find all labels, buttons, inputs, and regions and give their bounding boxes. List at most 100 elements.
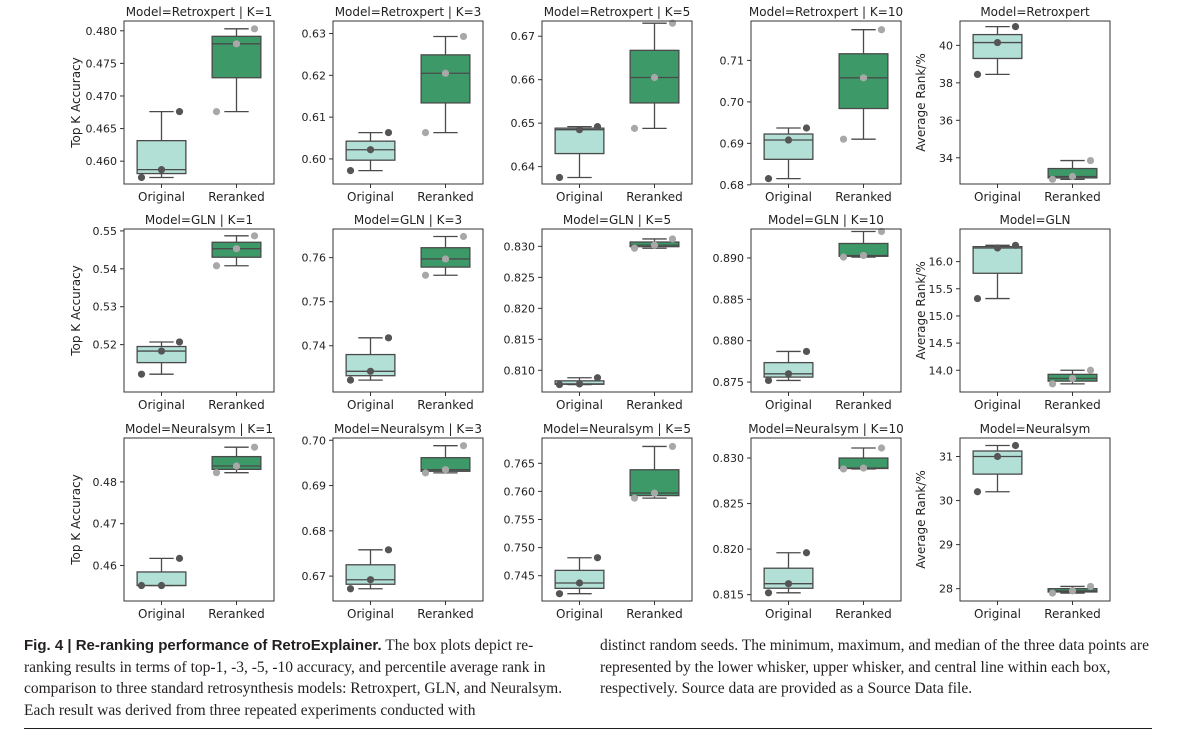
x-tick-label: Original [138, 607, 185, 621]
box-reranked [211, 443, 262, 477]
subplot-1: Model=Retroxpert | K=1 Top K Accuracy0.46… [69, 5, 275, 204]
x-tick-label: Original [138, 398, 185, 412]
data-point [232, 462, 241, 470]
x-tick-label: Original [974, 190, 1021, 204]
subplot-title: Model=GLN | K=3 [354, 213, 462, 227]
y-tick-label: 0.47 [93, 518, 118, 531]
data-point [1011, 441, 1020, 450]
data-point [802, 347, 811, 356]
x-tick-label: Original [765, 398, 812, 412]
subplot-title: Model=GLN | K=5 [563, 213, 671, 227]
box-original [136, 338, 187, 378]
data-point [421, 469, 430, 477]
y-tick-label: 0.885 [713, 293, 745, 306]
x-tick-label: Reranked [626, 398, 683, 412]
data-point [575, 126, 584, 134]
y-tick-label: 0.61 [302, 111, 327, 124]
y-tick-label: 0.815 [504, 333, 536, 346]
y-tick-label: 31 [939, 451, 953, 464]
y-tick-label: 0.465 [86, 123, 118, 136]
x-tick-label: Reranked [1044, 607, 1101, 621]
subplot-title: Model=Retroxpert | K=3 [335, 5, 482, 19]
subplot-7: Model=GLN | K=3 0.74 0.75 0.76 Original Reran… [302, 213, 484, 412]
box-body [972, 246, 1023, 274]
y-tick-label: 0.68 [720, 179, 745, 192]
box-original [345, 128, 396, 175]
data-point [877, 26, 886, 34]
y-tick-label: 0.470 [86, 90, 118, 103]
plot-frame [959, 20, 1111, 185]
box-reranked [838, 227, 889, 261]
data-point [157, 347, 166, 355]
subplot-14: Model=Neuralsym | K=10 0.815 0.820 0.825 0.8… [713, 422, 904, 621]
y-tick-label: 0.63 [302, 28, 327, 41]
plot-frame [750, 228, 902, 393]
data-point [175, 554, 184, 562]
data-point [212, 262, 221, 270]
data-point [555, 380, 564, 389]
bottom-rule [24, 728, 1152, 729]
data-point [232, 245, 241, 253]
y-tick-label: 0.70 [302, 434, 327, 447]
data-point [441, 69, 450, 77]
data-point [575, 579, 584, 587]
x-tick-label: Original [974, 607, 1021, 621]
caption-left: Fig. 4 | Re-ranking performance of Retro… [24, 635, 580, 721]
subplot-title: Model=Retroxpert | K=10 [749, 5, 903, 19]
data-point [212, 469, 221, 477]
y-tick-label: 0.875 [713, 376, 745, 389]
subplot-title: Model=GLN | K=10 [768, 213, 884, 227]
caption-right: distinct random seeds. The minimum, maxi… [600, 635, 1160, 700]
data-point [346, 585, 355, 593]
x-tick-label: Reranked [1044, 398, 1101, 412]
data-point [459, 232, 468, 241]
plot-frame [541, 20, 693, 185]
box-body [345, 353, 396, 377]
x-tick-label: Original [138, 190, 185, 204]
data-point [1068, 587, 1077, 595]
box-reranked [211, 232, 262, 270]
caption-text-right: distinct random seeds. The minimum, maxi… [600, 637, 1149, 697]
subplot-4: Model=Retroxpert | K=10 0.68 0.69 0.70 0.71 O… [720, 5, 904, 204]
y-tick-label: 0.74 [302, 340, 327, 353]
x-tick-label: Reranked [835, 190, 892, 204]
y-tick-label: 0.69 [302, 480, 327, 493]
box-original [763, 549, 814, 597]
box-body [420, 54, 471, 104]
box-body [972, 33, 1023, 60]
data-point [630, 124, 639, 132]
x-tick-label: Original [556, 607, 603, 621]
y-tick-label: 0.75 [302, 296, 327, 309]
data-point [157, 581, 166, 590]
data-point [784, 580, 793, 588]
plot-frame [123, 437, 275, 602]
y-tick-label: 0.67 [511, 30, 536, 43]
y-tick-label: 0.76 [302, 252, 327, 265]
box-reranked [838, 26, 889, 143]
box-reranked [1047, 156, 1098, 183]
box-original [136, 554, 187, 590]
box-original [136, 108, 187, 182]
y-tick-label: 14.5 [929, 337, 954, 350]
y-axis-label: Top K Accuracy [69, 474, 83, 566]
data-point [784, 370, 793, 378]
subplot-title: Model=Neuralsym | K=3 [334, 422, 482, 436]
subplot-9: Model=GLN | K=10 0.875 0.880 0.885 0.890 Orig… [713, 213, 902, 412]
plot-frame [541, 228, 693, 393]
x-tick-label: Reranked [208, 398, 265, 412]
plot-frame [541, 437, 693, 602]
y-tick-label: 0.60 [302, 153, 327, 166]
y-tick-label: 30 [939, 495, 953, 508]
y-tick-label: 0.66 [511, 74, 536, 87]
y-axis-label: Average Rank/% [914, 470, 928, 569]
y-tick-label: 0.64 [511, 161, 536, 174]
data-point [1086, 156, 1095, 165]
y-tick-label: 0.830 [504, 240, 536, 253]
y-tick-label: 0.67 [302, 570, 327, 583]
subplot-title: Model=Neuralsym [980, 422, 1091, 436]
y-tick-label: 36 [939, 114, 953, 127]
y-tick-label: 0.820 [504, 302, 536, 315]
data-point [250, 443, 259, 451]
box-original [972, 241, 1023, 303]
